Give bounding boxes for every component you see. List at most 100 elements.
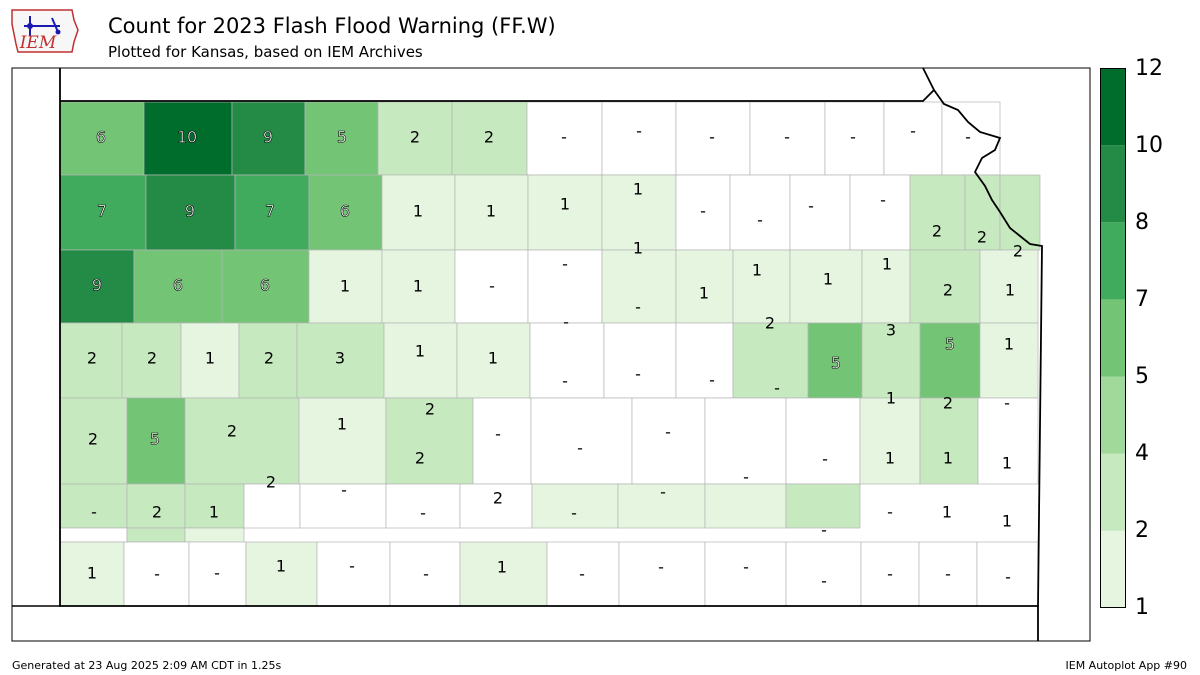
county-count-label: 1 (633, 180, 643, 199)
county-count-label: - (563, 313, 569, 332)
colorbar-label: 4 (1135, 441, 1149, 466)
county-count-label: 1 (885, 449, 895, 468)
county-cell (824, 101, 885, 176)
county-count-label: 1 (276, 557, 286, 576)
county-count-label: 1 (497, 558, 507, 577)
county-count-label: - (635, 365, 641, 384)
county-count-label: - (571, 504, 577, 523)
county-cell (143, 101, 233, 176)
county-cell (749, 101, 826, 176)
county-count-label: 2 (147, 349, 157, 368)
county-cell (603, 322, 677, 399)
county-cell (675, 174, 731, 251)
county-cell (546, 541, 620, 607)
county-count-label: 1 (943, 449, 953, 468)
county-cell (785, 541, 862, 607)
county-count-label: - (757, 211, 763, 230)
county-count-label: 9 (263, 128, 273, 147)
county-cell (919, 322, 981, 399)
county-count-label: - (1004, 394, 1010, 413)
county-cell (529, 322, 605, 399)
county-count-label: 1 (1002, 512, 1012, 531)
county-count-label: 2 (1013, 242, 1023, 261)
colorbar-label: 7 (1135, 287, 1149, 312)
page-subtitle: Plotted for Kansas, based on IEM Archive… (108, 43, 423, 61)
page-title: Count for 2023 Flash Flood Warning (FF.W… (108, 14, 556, 38)
county-cell (126, 483, 186, 529)
colorbar-swatch (1100, 453, 1126, 531)
county-count-label: - (808, 197, 814, 216)
county-count-label: - (743, 468, 749, 487)
county-count-label: - (579, 565, 585, 584)
county-cell (454, 249, 529, 324)
state-line (922, 67, 1039, 641)
county-count-label: 2 (88, 430, 98, 449)
county-count-label: 1 (413, 277, 423, 296)
county-count-label: - (562, 255, 568, 274)
county-count-label: 1 (413, 202, 423, 221)
county-cell (304, 101, 379, 176)
county-count-label: 2 (266, 473, 276, 492)
county-cell (941, 101, 1001, 176)
county-count-label: - (349, 557, 355, 576)
county-count-label: - (420, 504, 426, 523)
county-count-label: - (709, 371, 715, 390)
county-count-label: - (91, 503, 97, 522)
county-cell (527, 249, 603, 324)
county-count-label: 1 (882, 255, 892, 274)
county-count-label: 1 (337, 415, 347, 434)
county-count-label: - (910, 122, 916, 141)
colorbar-label: 12 (1135, 56, 1163, 81)
county-count-label: 1 (699, 284, 709, 303)
colorbar-swatch (1100, 299, 1126, 377)
county-count-label: - (784, 128, 790, 147)
county-count-label: 1 (633, 239, 643, 258)
county-count-label: 1 (560, 195, 570, 214)
county-count-label: 1 (205, 349, 215, 368)
county-labels: 6 10 9 5 2 2 - - - - - - - 7 9 7 6 1 1 1 1 - - - - 2 2 2 9 6 6 1 1 - - 1 1 1 1… (87, 122, 1023, 591)
colorbar-label: 2 (1135, 518, 1149, 543)
county-cell (526, 101, 603, 176)
county-count-label: 1 (1005, 281, 1015, 300)
county-cell (785, 483, 861, 529)
county-count-label: - (965, 128, 971, 147)
county-cell (527, 174, 603, 251)
county-cell (238, 322, 298, 399)
county-cell (601, 101, 677, 176)
county-cell (807, 322, 863, 399)
county-count-label: - (660, 483, 666, 502)
county-cell (221, 249, 310, 324)
county-count-label: - (945, 565, 951, 584)
county-count-label: 10 (177, 128, 197, 147)
county-count-label: 2 (152, 503, 162, 522)
county-cell (145, 174, 236, 251)
county-count-label: 1 (87, 564, 97, 583)
county-count-label: 2 (484, 128, 494, 147)
county-count-label: 2 (493, 489, 503, 508)
county-cell (377, 101, 453, 176)
county-cell (979, 249, 1039, 324)
county-count-label: - (887, 503, 893, 522)
county-cell (133, 249, 223, 324)
county-count-label: 1 (823, 270, 833, 289)
county-count-label: - (1005, 568, 1011, 587)
county-cell (385, 483, 461, 529)
county-count-label: 5 (150, 430, 160, 449)
county-cell (859, 397, 921, 485)
county-cell (184, 397, 300, 485)
county-count-label: - (887, 565, 893, 584)
county-count-label: - (635, 298, 641, 317)
county-cell (245, 541, 318, 607)
county-cell (861, 322, 921, 399)
county-count-label: 1 (1004, 335, 1014, 354)
county-count-label: 1 (415, 342, 425, 361)
county-cell (631, 397, 706, 485)
county-count-label: 1 (942, 503, 952, 522)
colorbar-swatch (1100, 222, 1126, 300)
colorbar-swatch (1100, 145, 1126, 223)
county-cell (531, 483, 619, 529)
colorbar-swatch (1100, 68, 1126, 146)
county-cell (861, 249, 911, 324)
county-count-label: 5 (945, 335, 955, 354)
county-cell (383, 322, 458, 399)
